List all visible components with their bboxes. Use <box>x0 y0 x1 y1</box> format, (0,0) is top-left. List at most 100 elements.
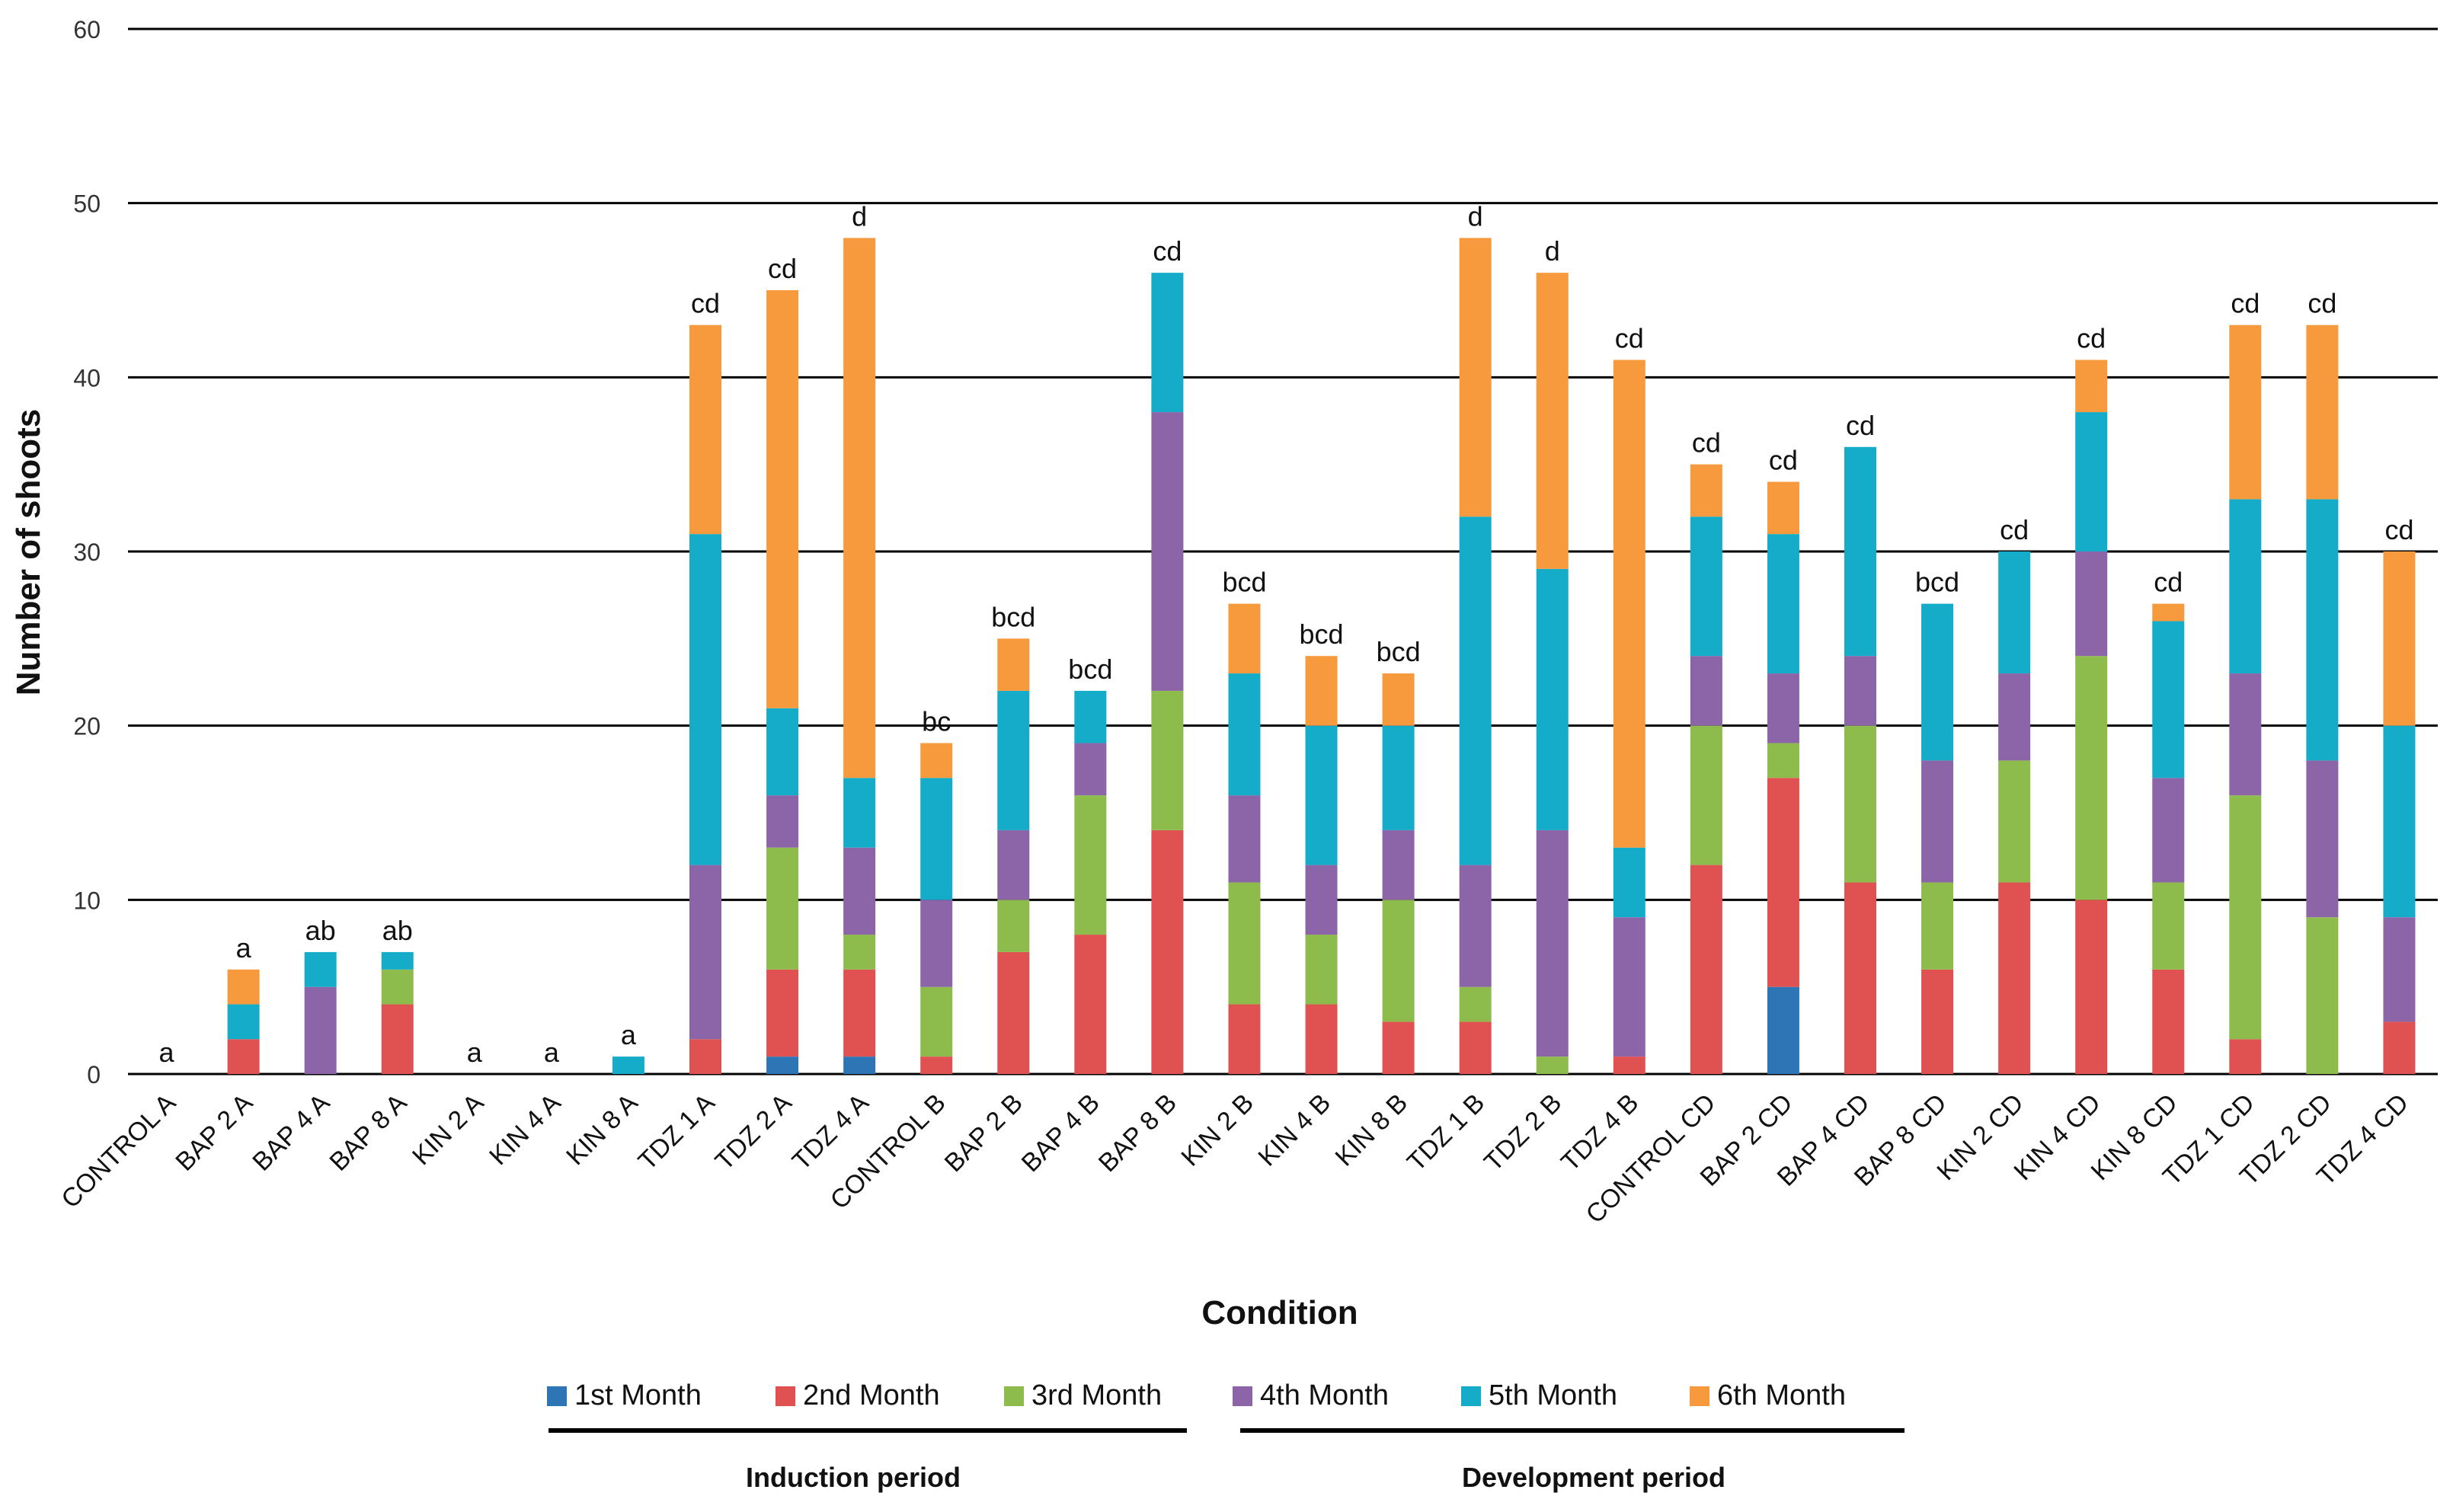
bar-segment-4 <box>2306 760 2339 918</box>
bar-segment-2 <box>227 1039 260 1074</box>
x-axis-title: Condition <box>1201 1294 1358 1331</box>
significance-letter: cd <box>2154 567 2183 598</box>
bar-segment-3 <box>381 969 414 1005</box>
bar-segment-4 <box>1151 412 1184 691</box>
x-tick-label: BAP 4 B <box>1016 1088 1105 1178</box>
bar-segment-3 <box>1382 900 1415 1022</box>
bar-segment-5 <box>1921 603 1954 761</box>
significance-letter: cd <box>2077 322 2106 353</box>
bar-segment-4 <box>2383 917 2416 1022</box>
bar-segment-2 <box>1767 778 1799 987</box>
bar-segment-5 <box>227 1004 260 1040</box>
bar-segment-2 <box>1382 1021 1415 1074</box>
significance-letter: bcd <box>1915 567 1959 598</box>
significance-letter: cd <box>691 288 720 319</box>
legend-label-3: 3rd Month <box>1031 1379 1162 1411</box>
bar-segment-4 <box>1382 830 1415 900</box>
bar-segment-3 <box>997 900 1030 952</box>
bar-segment-4 <box>920 900 953 987</box>
significance-letter: d <box>852 200 867 232</box>
x-tick-label: KIN 4 B <box>1252 1088 1336 1172</box>
bar-segment-6 <box>766 290 799 708</box>
y-tick-label: 50 <box>73 190 101 218</box>
significance-letter: cd <box>2000 514 2029 545</box>
bar-segment-4 <box>997 830 1030 900</box>
significance-letter: d <box>1468 200 1483 232</box>
bar-segment-5 <box>2383 725 2416 918</box>
significance-letter: cd <box>1769 445 1798 476</box>
bar-segment-5 <box>1536 568 1569 830</box>
legend-swatch-2 <box>776 1386 795 1406</box>
bar-segment-5 <box>843 778 876 848</box>
bar-segment-2 <box>2229 1039 2262 1074</box>
significance-letter: a <box>621 1019 637 1050</box>
bar-segment-6 <box>997 638 1030 691</box>
bar-segment-4 <box>843 847 876 935</box>
y-tick-label: 20 <box>73 713 101 740</box>
legend-swatch-5 <box>1461 1386 1481 1406</box>
bar-segment-6 <box>2383 551 2416 726</box>
legend-swatch-6 <box>1690 1386 1709 1406</box>
bar-segment-6 <box>1690 464 1722 517</box>
x-tick-label: TDZ 1 B <box>1402 1088 1490 1177</box>
bar-segment-3 <box>2152 882 2185 970</box>
bar-segment-5 <box>2152 621 2185 778</box>
bar-segment-3 <box>920 986 953 1057</box>
bar-segment-5 <box>2229 499 2262 674</box>
bar-segment-3 <box>2075 656 2108 900</box>
bar-segment-5 <box>2075 412 2108 551</box>
bar-segment-5 <box>381 951 414 970</box>
bar-segment-3 <box>1998 760 2031 883</box>
bar-segment-5 <box>920 778 953 900</box>
significance-letter: ab <box>305 915 336 946</box>
bar-segment-4 <box>689 865 721 1040</box>
bar-segment-2 <box>1459 1021 1492 1074</box>
bar-segment-2 <box>1305 1004 1338 1074</box>
x-tick-label: BAP 8 B <box>1093 1088 1182 1178</box>
x-tick-label: BAP 8 A <box>324 1088 412 1177</box>
significance-letter: cd <box>1153 235 1182 267</box>
significance-letter: cd <box>2231 288 2260 319</box>
significance-letter: a <box>236 932 252 964</box>
significance-letter: bcd <box>1300 619 1344 650</box>
bar-segment-3 <box>766 847 799 970</box>
bar-segment-3 <box>1767 743 1799 778</box>
bar-segment-2 <box>1228 1004 1261 1074</box>
legend-swatch-1 <box>547 1386 567 1406</box>
bar-segment-4 <box>2075 551 2108 657</box>
legend-swatch-4 <box>1233 1386 1252 1406</box>
legend-swatch-3 <box>1004 1386 1024 1406</box>
x-tick-label: BAP 2 A <box>170 1088 258 1177</box>
y-tick-label: 10 <box>73 887 101 914</box>
bar-segment-5 <box>1228 673 1261 796</box>
bar-segment-3 <box>2306 917 2339 1074</box>
x-tick-label: TDZ 1 A <box>633 1088 721 1176</box>
bar-segment-5 <box>304 951 337 987</box>
bar-segment-4 <box>1305 865 1338 935</box>
bar-segment-4 <box>1613 917 1645 1057</box>
bar-segment-2 <box>843 969 876 1057</box>
bar-segment-6 <box>2229 324 2262 500</box>
bar-segment-4 <box>1998 673 2031 761</box>
grid-layer: 0 10 20 30 40 50 60 <box>73 16 2438 1088</box>
induction-period-label: Induction period <box>746 1462 961 1493</box>
bar-segment-6 <box>843 238 876 778</box>
bar-segment-5 <box>1074 690 1107 743</box>
bar-segment-3 <box>1690 725 1722 865</box>
significance-letter: cd <box>1615 322 1644 353</box>
bar-segment-2 <box>1151 830 1184 1074</box>
bar-segment-4 <box>1767 673 1799 743</box>
development-period-label: Development period <box>1462 1462 1725 1493</box>
bar-segment-5 <box>1151 273 1184 413</box>
bar-segment-3 <box>843 935 876 970</box>
bar-segment-2 <box>2075 900 2108 1074</box>
significance-letter: bcd <box>1377 636 1421 667</box>
significance-letter: ab <box>382 915 413 946</box>
bar-segment-6 <box>1536 273 1569 569</box>
bar-segment-6 <box>1767 481 1799 535</box>
bar-segment-6 <box>227 969 260 1005</box>
bar-segment-3 <box>1844 725 1876 883</box>
bar-segment-5 <box>1459 516 1492 865</box>
